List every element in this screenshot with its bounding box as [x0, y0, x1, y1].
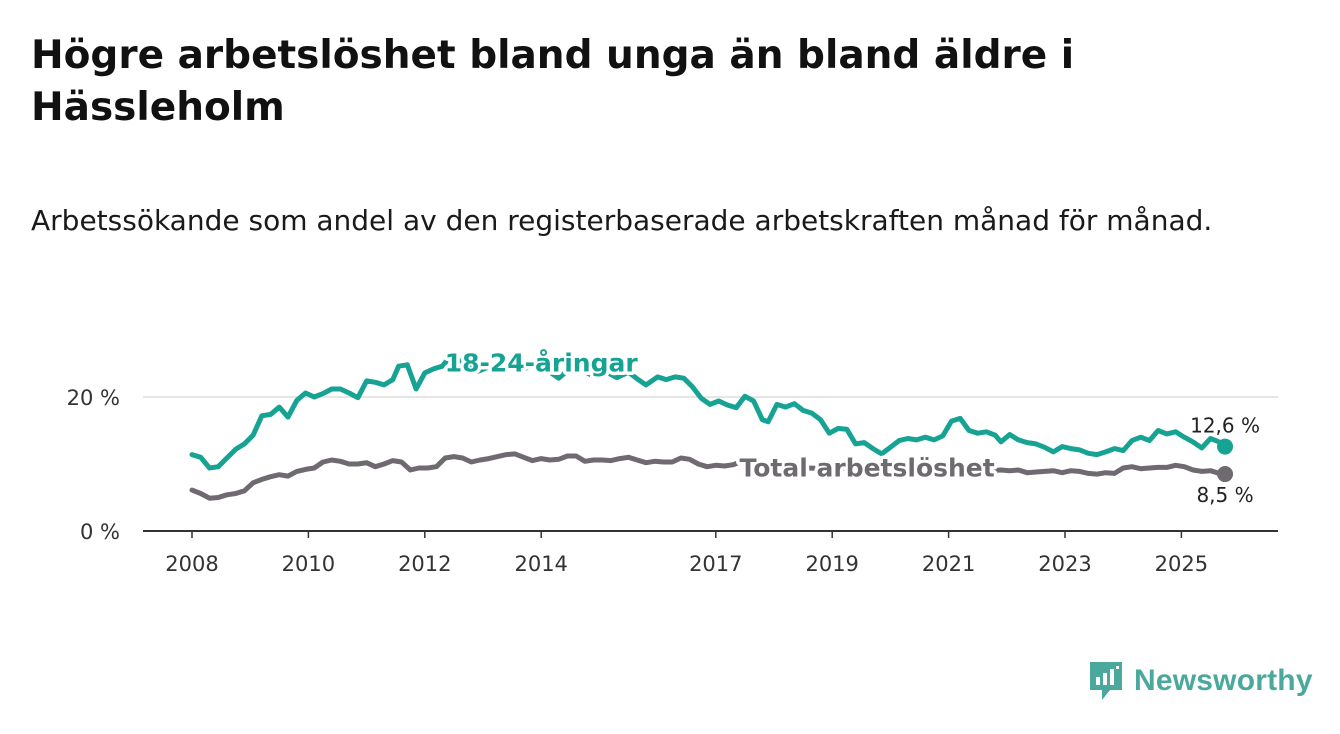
series-end-value-label: 12,6 %	[1190, 414, 1260, 438]
x-tick-label: 2017	[689, 552, 742, 576]
series-name-label: 18-24-åringar	[445, 349, 639, 378]
y-tick-label: 20 %	[67, 386, 120, 410]
series-end-point	[1217, 438, 1234, 455]
x-tick-label: 2014	[514, 552, 567, 576]
y-tick-label: 0 %	[80, 520, 120, 544]
series-line	[189, 353, 1228, 471]
brand-logo: Newsworthy	[1088, 660, 1313, 702]
line-chart: 0 % 20 % 2008 2010 2012 2014 2017 2019 2021 2023…	[66, 345, 1278, 576]
series-end-point	[1217, 466, 1234, 483]
chart-title: Högre arbetslöshet bland unga än bland ä…	[31, 33, 1075, 130]
brand-name: Newsworthy	[1134, 664, 1313, 697]
series-lines	[189, 353, 1234, 501]
chart-subtitle: Arbetssökande som andel av den registerb…	[31, 204, 1213, 237]
y-axis-tick-labels: 0 % 20 %	[67, 386, 120, 544]
x-tick-label: 2019	[805, 552, 858, 576]
x-tick-label: 2023	[1038, 552, 1091, 576]
x-tick-label: 2021	[922, 552, 975, 576]
newsworthy-chart-icon	[1090, 662, 1122, 700]
x-tick-label: 2010	[282, 552, 335, 576]
series-name-label: Total arbetslöshet	[740, 454, 995, 483]
x-axis: 2008 2010 2012 2014 2017 2019 2021 2023 2025	[143, 530, 1278, 576]
x-tick-label: 2008	[165, 552, 218, 576]
chart-labels: 18-24-åringar Total arbetslöshet 12,6 % 8,5…	[441, 345, 1260, 507]
series-line	[189, 451, 1228, 501]
x-tick-label: 2012	[398, 552, 451, 576]
series-end-value-label: 8,5 %	[1196, 483, 1253, 507]
x-tick-label: 2025	[1155, 552, 1208, 576]
